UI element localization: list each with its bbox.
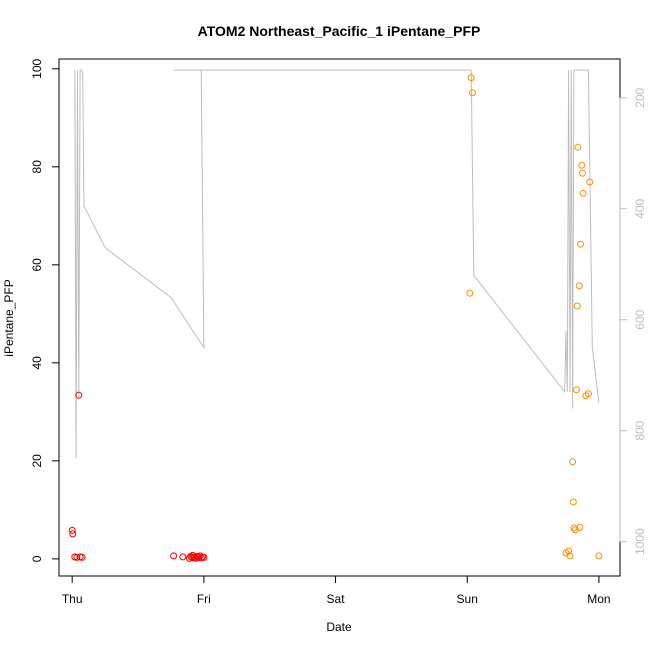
series-1	[68, 391, 86, 561]
data-point	[469, 89, 476, 97]
data-point	[584, 390, 592, 398]
altitude-line	[74, 69, 600, 459]
data-point	[565, 547, 573, 555]
data-point	[466, 289, 474, 297]
x-tick-label: Fri	[197, 592, 211, 606]
data-point	[576, 524, 584, 531]
data-point	[573, 386, 580, 394]
y-tick-label: 20	[30, 454, 44, 468]
data-point	[73, 553, 81, 561]
x-tick-label: Thu	[62, 592, 83, 606]
data-point	[577, 240, 584, 248]
data-point	[69, 530, 77, 538]
y-tick-label: 40	[30, 356, 44, 370]
series-2	[170, 551, 208, 562]
data-point	[200, 553, 208, 561]
data-point	[170, 552, 178, 560]
x-axis-label: Date	[326, 620, 352, 634]
y2-tick-label: 600	[633, 309, 647, 329]
altitude-layer	[74, 69, 600, 459]
y-tick-label: 100	[30, 58, 44, 78]
data-point	[197, 554, 205, 562]
data-point	[195, 553, 203, 561]
points-layer	[68, 74, 603, 562]
plot-frame	[58, 58, 621, 577]
data-point	[191, 553, 199, 561]
data-point	[78, 553, 86, 561]
data-point	[68, 526, 76, 534]
data-point	[573, 302, 581, 310]
data-point	[574, 143, 582, 151]
data-point	[467, 74, 475, 82]
y2-tick-label: 800	[633, 420, 647, 440]
y2-axis-altitude: 200 400 600 800 1000	[619, 87, 647, 555]
y2-tick-label: 400	[633, 198, 647, 218]
data-point	[579, 169, 586, 177]
chart-title: ATOM2 Northeast_Pacific_1 iPentane_PFP	[198, 23, 481, 39]
x-tick-label: Sat	[327, 592, 346, 606]
data-point	[579, 189, 587, 197]
y-tick-label: 0	[30, 555, 44, 562]
data-point	[75, 391, 83, 399]
data-point	[569, 498, 577, 506]
y-axis-label: iPentane_PFP	[2, 279, 16, 356]
y2-tick-label: 200	[633, 87, 647, 107]
data-point	[595, 552, 603, 560]
x-tick-label: Mon	[587, 592, 610, 606]
data-point	[578, 161, 586, 169]
data-point	[179, 553, 187, 561]
data-point	[569, 458, 577, 466]
series-3	[466, 74, 603, 560]
data-point	[193, 552, 201, 560]
data-point	[575, 282, 583, 290]
y-tick-label: 80	[30, 160, 44, 174]
x-axis: Thu Fri Sat Sun Mon	[62, 575, 611, 606]
y-tick-label: 60	[30, 258, 44, 272]
y-axis: 0 20 40 60 80 100	[30, 58, 60, 562]
data-point	[566, 552, 574, 560]
x-tick-label: Sun	[457, 592, 478, 606]
data-point	[586, 178, 594, 186]
y2-tick-label: 1000	[633, 528, 647, 555]
